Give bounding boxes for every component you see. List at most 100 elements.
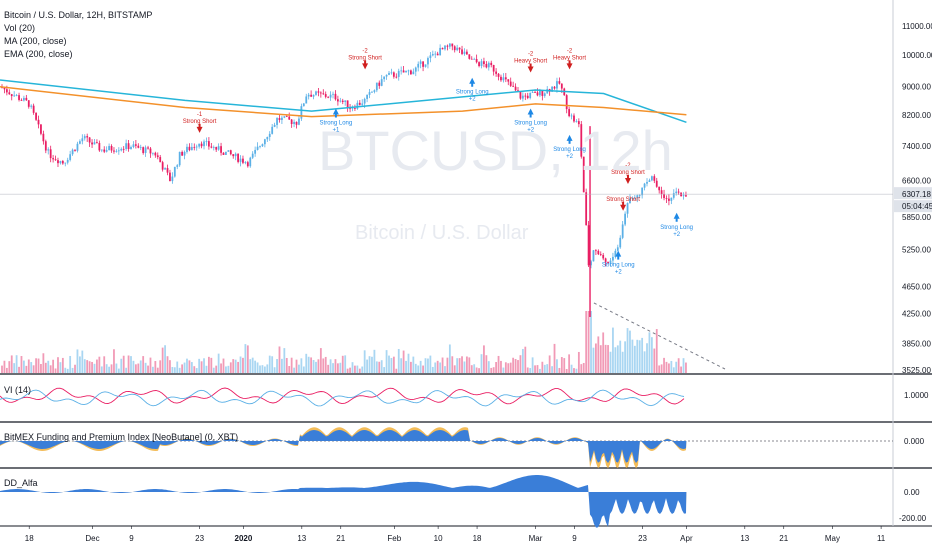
- volume-bar: [636, 339, 639, 373]
- signal-value: -2: [625, 163, 631, 169]
- volume-bar: [200, 361, 203, 373]
- candle-body: [663, 194, 665, 199]
- volume-bar: [273, 367, 276, 373]
- candle-body: [531, 92, 534, 93]
- volume-bar: [380, 360, 383, 373]
- long-arrow-icon: [469, 77, 476, 84]
- time-tick: 2020: [235, 534, 253, 543]
- volume-bar: [633, 345, 636, 373]
- candle-body: [276, 118, 278, 125]
- long-arrow-stem: [568, 139, 571, 144]
- candle-body: [242, 158, 244, 163]
- volume-bar: [410, 361, 412, 373]
- candle-body: [392, 72, 395, 77]
- volume-bar: [658, 365, 661, 373]
- volume-bar: [290, 357, 293, 373]
- indicator-ma[interactable]: MA (200, close): [4, 36, 67, 46]
- candle-body: [668, 198, 670, 201]
- volume-bar: [295, 359, 298, 373]
- volume-bar: [173, 367, 176, 373]
- volume-bar: [395, 368, 398, 373]
- volume-bar: [256, 362, 259, 373]
- volume-bar: [621, 351, 624, 373]
- volume-bar: [244, 344, 247, 373]
- time-tick: 18: [473, 534, 482, 543]
- candle-body: [560, 83, 563, 89]
- volume-bar: [663, 357, 665, 373]
- candle-body: [556, 81, 558, 89]
- volume-bar: [507, 363, 510, 373]
- candle-body: [47, 149, 50, 151]
- candle-body: [64, 162, 67, 164]
- signal-label: Strong Long: [660, 225, 693, 231]
- signal-short: Strong Short: [606, 197, 640, 211]
- candle-body: [568, 109, 571, 117]
- candle-body: [451, 43, 454, 47]
- candle-body: [653, 176, 656, 181]
- time-tick: 13: [297, 534, 306, 543]
- candle-body: [658, 186, 661, 191]
- candle-body: [336, 99, 339, 102]
- volume-bar: [147, 365, 149, 373]
- candle-body: [436, 53, 439, 56]
- signal-value: -2: [528, 52, 534, 58]
- candle-body: [650, 176, 653, 181]
- indicator-ema[interactable]: EMA (200, close): [4, 49, 73, 59]
- long-arrow-stem: [529, 113, 532, 118]
- candle-body: [509, 81, 512, 86]
- volume-bar: [232, 359, 235, 373]
- volume-bar: [108, 366, 110, 373]
- volume-bar: [594, 343, 597, 373]
- candle-body: [480, 61, 483, 67]
- pane-label-funding[interactable]: BitMEX Funding and Premium Index [NeoBut…: [4, 432, 239, 442]
- volume-bar: [215, 365, 218, 373]
- volume-bar: [127, 355, 130, 373]
- candle-body: [660, 190, 663, 195]
- volume-bar: [103, 356, 106, 373]
- volume-bar: [98, 356, 101, 373]
- signal-label: Strong Long: [514, 121, 547, 127]
- long-arrow-icon: [566, 134, 573, 141]
- candle-body: [665, 198, 668, 199]
- candle-body: [388, 72, 390, 75]
- countdown-tag-bg: [894, 200, 932, 213]
- volume-bar: [483, 345, 485, 373]
- volume-bar: [429, 355, 432, 373]
- candle-body: [375, 82, 378, 91]
- candle-body: [319, 92, 322, 94]
- volume-bar: [164, 345, 166, 373]
- volume-bar: [575, 368, 578, 373]
- volume-bar: [641, 337, 644, 373]
- ma200-line: [0, 79, 687, 124]
- pane-label-vi[interactable]: VI (14): [4, 385, 32, 395]
- candle-body: [149, 148, 152, 154]
- candle-body: [225, 151, 227, 155]
- volume-bar: [519, 355, 522, 373]
- pane-label-dd[interactable]: DD_Alfa: [4, 478, 38, 488]
- signal-value: -2: [567, 48, 573, 54]
- long-arrow-stem: [675, 217, 678, 222]
- volume-bar: [563, 358, 566, 373]
- volume-bar: [8, 361, 11, 373]
- indicator-volume[interactable]: Vol (20): [4, 23, 36, 33]
- volume-bar: [441, 357, 444, 373]
- candle-body: [458, 47, 461, 50]
- candle-body: [395, 76, 398, 78]
- candle-body: [234, 153, 237, 157]
- candle-body: [327, 96, 330, 98]
- volume-bar: [434, 362, 437, 373]
- candle-body: [176, 165, 179, 167]
- candle-body: [424, 64, 427, 67]
- candle-body: [268, 133, 271, 138]
- volume-bar: [400, 358, 403, 373]
- volume-bar: [210, 357, 213, 373]
- candle-body: [329, 94, 332, 98]
- volume-bar: [419, 360, 422, 373]
- candle-body: [200, 143, 203, 147]
- candle-body: [390, 72, 393, 74]
- candle-body: [402, 70, 405, 73]
- time-tick: 10: [434, 534, 443, 543]
- volume-bar: [546, 364, 549, 373]
- volume-bar: [132, 360, 135, 373]
